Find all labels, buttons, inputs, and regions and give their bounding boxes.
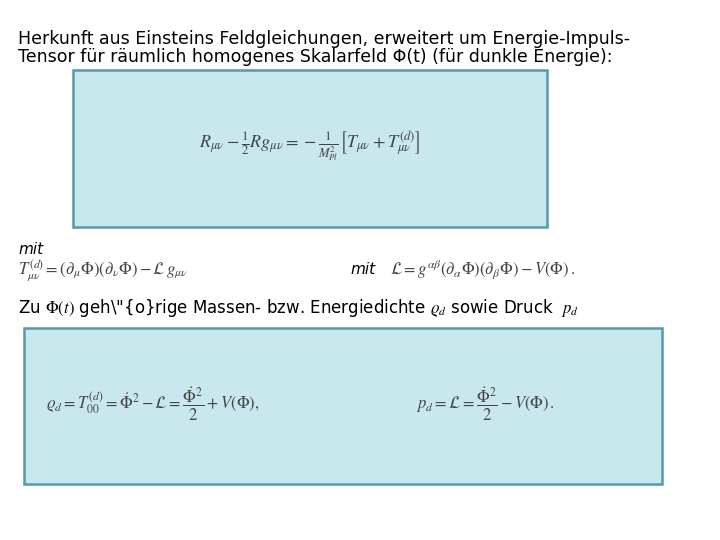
Text: mit: mit xyxy=(18,242,43,257)
Text: Tensor für räumlich homogenes Skalarfeld Φ(t) (für dunkle Energie):: Tensor für räumlich homogenes Skalarfeld… xyxy=(18,48,613,66)
Text: $\varrho_d = T_{00}^{(d)} = \dot{\Phi}^2 - \mathcal{L} = \dfrac{\dot{\Phi}^2}{2}: $\varrho_d = T_{00}^{(d)} = \dot{\Phi}^2… xyxy=(46,386,260,422)
Text: $\mathcal{L} = g^{\alpha\beta}(\partial_\alpha\Phi)(\partial_\beta\Phi) - V(\Phi: $\mathcal{L} = g^{\alpha\beta}(\partial_… xyxy=(390,259,575,281)
FancyBboxPatch shape xyxy=(24,328,662,484)
Text: $R_{\mu\nu} - \frac{1}{2}Rg_{\mu\nu} = -\frac{1}{M_{Pl}^2}\left[T_{\mu\nu} + T_{: $R_{\mu\nu} - \frac{1}{2}Rg_{\mu\nu} = -… xyxy=(199,130,420,164)
FancyBboxPatch shape xyxy=(73,70,547,227)
Text: Zu $\Phi(t)$ geh\"{o}rige Massen- bzw. Energiedichte $\varrho_d$ sowie Druck  $p: Zu $\Phi(t)$ geh\"{o}rige Massen- bzw. E… xyxy=(18,297,579,319)
Text: mit: mit xyxy=(350,262,375,278)
Text: $T_{\mu\nu}^{(d)} = (\partial_\mu\Phi)(\partial_\nu\Phi) - \mathcal{L}\,g_{\mu\n: $T_{\mu\nu}^{(d)} = (\partial_\mu\Phi)(\… xyxy=(18,257,188,283)
Text: Herkunft aus Einsteins Feldgleichungen, erweitert um Energie-Impuls-: Herkunft aus Einsteins Feldgleichungen, … xyxy=(18,30,630,48)
Text: $p_d = \mathcal{L} = \dfrac{\dot{\Phi}^2}{2} - V(\Phi)\,.$: $p_d = \mathcal{L} = \dfrac{\dot{\Phi}^2… xyxy=(416,386,555,422)
